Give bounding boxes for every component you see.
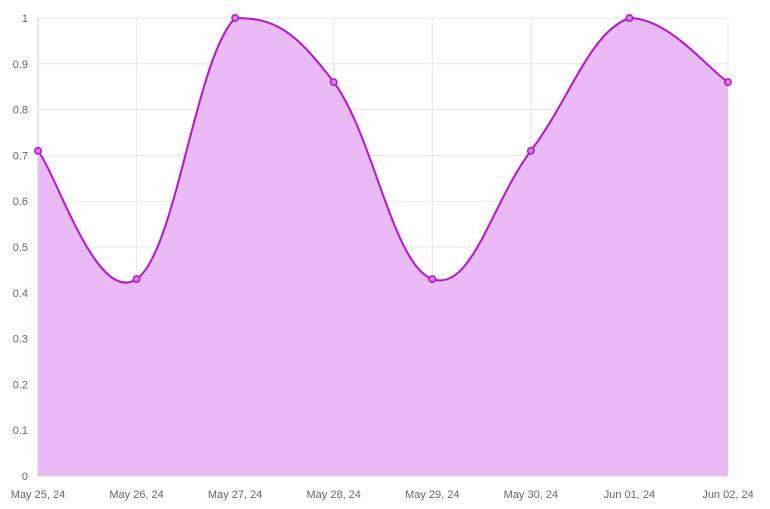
x-axis-ticks: May 25, 24 May 26, 24 May 27, 24 May 28, 24… [11,489,754,501]
y-tick-label: 0.3 [13,334,28,346]
data-point[interactable] [429,276,435,282]
data-point[interactable] [35,148,41,154]
y-tick-label: 0.1 [13,425,28,437]
y-tick-label: 0 [22,471,28,483]
data-point[interactable] [133,276,139,282]
y-tick-label: 0.9 [13,59,28,71]
y-tick-label: 0.4 [13,288,28,300]
y-tick-label: 0.7 [13,150,28,162]
data-point[interactable] [331,79,337,85]
y-tick-label: 0.6 [13,196,28,208]
data-point[interactable] [528,148,534,154]
y-axis-ticks: 0 0.1 0.2 0.3 0.4 0.5 0.6 0.7 0.8 0.9 1 [13,13,28,483]
y-tick-label: 1 [22,13,28,25]
x-tick-label: May 29, 24 [405,489,459,501]
x-tick-label: May 28, 24 [307,489,361,501]
x-tick-label: Jun 02, 24 [702,489,753,501]
x-tick-label: May 30, 24 [504,489,558,501]
x-tick-label: Jun 01, 24 [604,489,655,501]
x-tick-label: May 25, 24 [11,489,65,501]
y-tick-label: 0.5 [13,242,28,254]
y-tick-label: 0.8 [13,105,28,117]
y-tick-label: 0.2 [13,379,28,391]
x-tick-label: May 26, 24 [109,489,163,501]
x-tick-label: May 27, 24 [208,489,262,501]
data-point[interactable] [232,15,238,21]
data-point[interactable] [725,79,731,85]
data-point[interactable] [626,15,632,21]
